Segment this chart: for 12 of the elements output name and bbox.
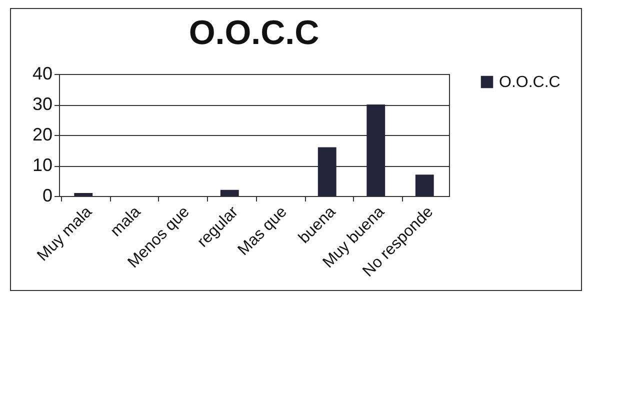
bar [366, 104, 386, 196]
y-tick-label: 10 [32, 155, 52, 175]
bar [415, 174, 434, 196]
y-tick-label: 40 [32, 64, 52, 84]
chart-title: O.O.C.C [188, 14, 320, 52]
y-tick-label: 0 [42, 186, 52, 206]
bar [318, 147, 336, 196]
legend-label: O.O.C.C [499, 74, 560, 91]
bar [74, 192, 93, 196]
bar [220, 190, 239, 196]
y-tick-label: 30 [32, 94, 52, 114]
y-tick-label: 20 [32, 124, 52, 144]
